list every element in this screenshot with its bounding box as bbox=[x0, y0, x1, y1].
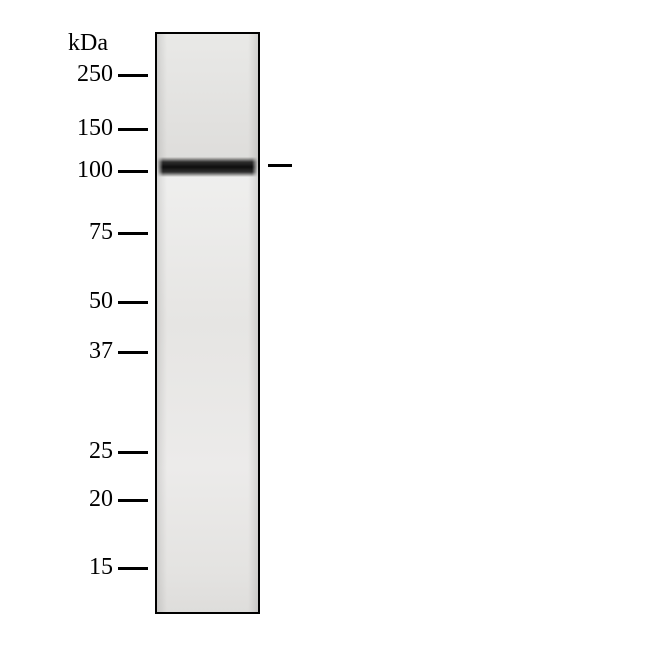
mw-label-75: 75 bbox=[89, 219, 113, 246]
western-blot-figure: kDa 250 150 100 75 50 37 25 20 15 bbox=[0, 0, 650, 650]
mw-tick-100 bbox=[118, 170, 148, 173]
mw-tick-50 bbox=[118, 301, 148, 304]
mw-label-250: 250 bbox=[77, 61, 113, 88]
mw-tick-75 bbox=[118, 232, 148, 235]
mw-tick-250 bbox=[118, 74, 148, 77]
main-band bbox=[157, 157, 258, 177]
lane-right-shadow bbox=[157, 34, 258, 612]
blot-lane bbox=[155, 32, 260, 614]
axis-unit-label: kDa bbox=[68, 30, 108, 57]
mw-label-50: 50 bbox=[89, 288, 113, 315]
mw-tick-37 bbox=[118, 351, 148, 354]
mw-label-37: 37 bbox=[89, 338, 113, 365]
mw-tick-150 bbox=[118, 128, 148, 131]
mw-tick-20 bbox=[118, 499, 148, 502]
mw-label-100: 100 bbox=[77, 157, 113, 184]
mw-label-15: 15 bbox=[89, 554, 113, 581]
mw-label-150: 150 bbox=[77, 115, 113, 142]
mw-tick-15 bbox=[118, 567, 148, 570]
mw-label-25: 25 bbox=[89, 438, 113, 465]
mw-label-20: 20 bbox=[89, 486, 113, 513]
mw-tick-25 bbox=[118, 451, 148, 454]
band-indicator-tick bbox=[268, 164, 292, 167]
